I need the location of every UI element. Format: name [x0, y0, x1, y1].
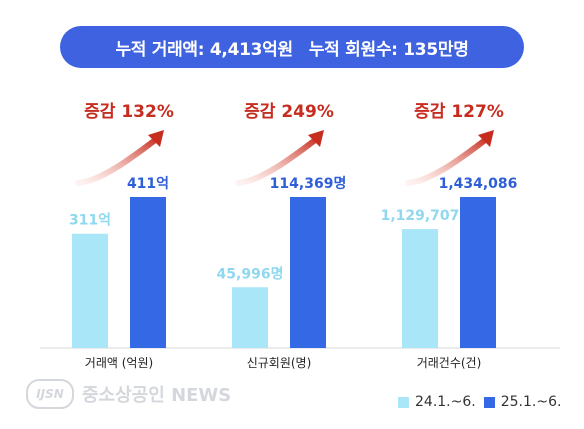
- increase-arrow-2: [405, 135, 491, 186]
- bar-curr-2: [460, 197, 496, 348]
- category-label-0: 거래액 (억원): [85, 356, 153, 370]
- increase-arrowhead-0: [148, 130, 164, 147]
- data-label-prev-1: 45,996명: [217, 265, 284, 282]
- increase-arrow-1: [235, 135, 321, 186]
- legend-swatch-prev: [398, 396, 409, 408]
- bar-prev-2: [402, 229, 438, 348]
- chart-legend: 24.1.~6. 25.1.~6.: [398, 394, 561, 410]
- increase-arrow-0: [75, 135, 161, 186]
- bar-prev-0: [72, 233, 108, 348]
- category-label-1: 신규회원(명): [247, 356, 312, 370]
- summary-banner: 누적 거래액: 4,413억원 누적 회원수: 135만명: [60, 26, 524, 68]
- bar-curr-0: [130, 197, 166, 348]
- increase-label-2: 증감 127%: [414, 102, 504, 122]
- cumulative-members-text: 누적 회원수: 135만명: [308, 39, 469, 60]
- data-label-prev-2: 1,129,707: [381, 208, 460, 224]
- bar-prev-1: [232, 287, 268, 348]
- legend-item-curr: 25.1.~6.: [483, 394, 562, 410]
- legend-item-prev: 24.1.~6.: [398, 394, 476, 410]
- data-label-curr-0: 411억: [127, 176, 169, 192]
- increase-arrowhead-1: [308, 130, 324, 147]
- increase-arrowhead-2: [478, 130, 494, 147]
- category-label-2: 거래건수(건): [417, 356, 482, 370]
- increase-label-1: 증감 249%: [244, 102, 334, 122]
- cumulative-transaction-text: 누적 거래액: 4,413억원: [115, 39, 293, 60]
- data-label-prev-0: 311억: [69, 213, 111, 229]
- watermark-logo: IJSN: [26, 379, 74, 409]
- legend-swatch-curr: [483, 396, 495, 408]
- legend-label-curr: 25.1.~6.: [500, 394, 562, 410]
- legend-label-prev: 24.1.~6.: [415, 394, 476, 410]
- watermark: IJSN 중소상공인 NEWS: [26, 378, 231, 410]
- increase-label-0: 증감 132%: [84, 102, 174, 122]
- bar-curr-1: [290, 197, 326, 348]
- data-label-curr-2: 1,434,086: [439, 176, 518, 192]
- watermark-text: 중소상공인 NEWS: [82, 385, 232, 406]
- data-label-curr-1: 114,369명: [270, 175, 347, 192]
